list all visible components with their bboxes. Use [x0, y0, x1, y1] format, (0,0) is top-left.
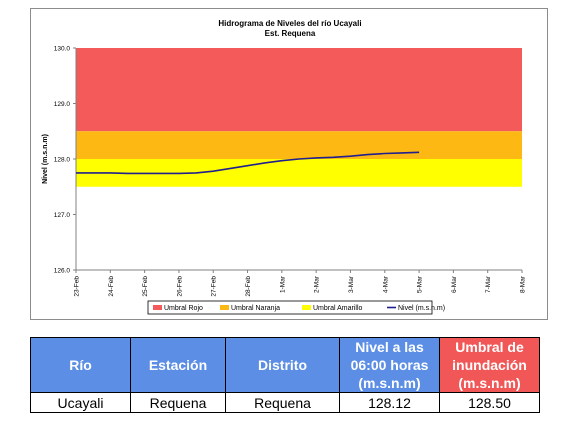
x-tick-label: 1-Mar [279, 275, 286, 293]
header-umbral: Umbral de inundación (m.s.n.m) [439, 337, 540, 393]
y-tick-label: 129.0 [54, 101, 71, 108]
x-tick-label: 7-Mar [485, 275, 492, 293]
legend-label: Umbral Rojo [164, 305, 203, 312]
x-tick-label: 25-Feb [142, 276, 149, 297]
legend-box [147, 300, 433, 315]
legend-label: Nivel (m.s.n.m) [398, 305, 445, 312]
chart-title: Hidrograma de Niveles del río Ucayali [218, 19, 361, 28]
chart-svg: Hidrograma de Niveles del río UcayaliEst… [42, 19, 527, 315]
band-umbral-rojo [76, 48, 522, 132]
chart-subtitle: Est. Requena [265, 29, 316, 38]
cell-estacion: Requena [130, 392, 226, 413]
legend-label: Umbral Amarillo [313, 305, 363, 312]
series-line-nivel [76, 151, 420, 175]
cell-rio: Ucayali [30, 392, 131, 413]
table-header-row: Río Estación Distrito Nivel a las 06:00 … [30, 337, 540, 393]
x-tick-label: 24-Feb [108, 276, 115, 297]
x-tick-label: 8-Mar [520, 275, 527, 293]
y-tick-label: 128.0 [54, 157, 71, 164]
band-umbral-naranja [76, 131, 522, 159]
header-nivel: Nivel a las 06:00 horas (m.s.n.m) [339, 337, 440, 393]
y-tick-label: 127.0 [54, 212, 71, 219]
level-table: Río Estación Distrito Nivel a las 06:00 … [30, 337, 540, 413]
header-distrito: Distrito [225, 337, 340, 393]
table-row: Ucayali Requena Requena 128.12 128.50 [30, 392, 540, 413]
x-tick-label: 28-Feb [245, 276, 252, 297]
x-tick-label: 6-Mar [451, 275, 458, 293]
legend-swatch [153, 305, 162, 310]
x-tick-label: 5-Mar [417, 275, 424, 293]
y-tick-label: 130.0 [54, 46, 71, 53]
hydrograph-chart: Hidrograma de Niveles del río Ucayali Est… [30, 8, 548, 320]
header-rio: Río [30, 337, 131, 393]
x-tick-label: 23-Feb [74, 276, 81, 297]
x-tick-label: 27-Feb [211, 276, 218, 297]
y-axis-label: Nivel (m.s.n.m) [42, 134, 49, 184]
legend-swatch [302, 305, 311, 310]
x-tick-label: 26-Feb [176, 276, 183, 297]
x-tick-label: 3-Mar [348, 275, 355, 293]
cell-nivel: 128.12 [339, 392, 440, 413]
legend-swatch [220, 305, 229, 310]
header-estacion: Estación [130, 337, 226, 393]
legend-label: Umbral Naranja [231, 305, 280, 312]
cell-distrito: Requena [225, 392, 340, 413]
x-tick-label: 2-Mar [314, 275, 321, 293]
y-tick-label: 126.0 [54, 268, 71, 275]
cell-umbral: 128.50 [439, 392, 540, 413]
x-tick-label: 4-Mar [382, 275, 389, 293]
